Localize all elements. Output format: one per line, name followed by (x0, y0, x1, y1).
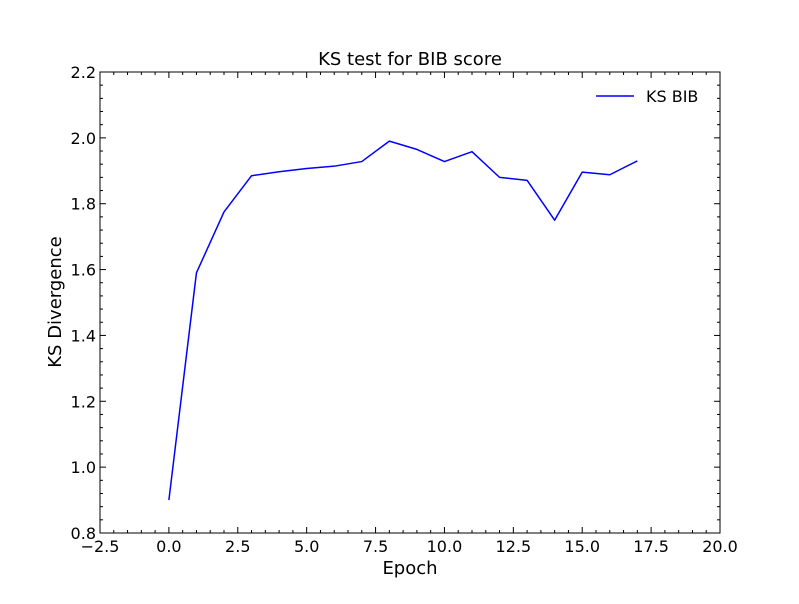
series-line (168, 140, 638, 501)
x-tick-label: 15.0 (564, 537, 600, 556)
x-tick-label: 20.0 (702, 537, 738, 556)
x-tick-label: 2.5 (225, 537, 250, 556)
y-tick-label: 1.6 (71, 261, 96, 280)
x-axis-label: Epoch (382, 558, 437, 579)
series-layer (168, 140, 638, 501)
y-axis-label: KS Divergence (45, 236, 66, 368)
y-tick-label: 1.8 (71, 195, 96, 214)
x-tick-label: 17.5 (633, 537, 669, 556)
y-tick-label: 1.4 (71, 326, 96, 345)
legend-label: KS BIB (646, 87, 698, 106)
x-tick-label: 10.0 (427, 537, 463, 556)
axis-ticks: −2.5 0.0 2.5 5.0 7.5 10.0 12.5 15.0 17.5 20.0 0.8 1… (71, 63, 738, 556)
y-tick-label: 1.2 (71, 392, 96, 411)
x-tick-label: 7.5 (363, 537, 388, 556)
y-tick-label: 0.8 (71, 524, 96, 543)
x-tick-label: 0.0 (156, 537, 181, 556)
y-tick-label: 1.0 (71, 458, 96, 477)
x-tick-label: 12.5 (496, 537, 532, 556)
plot-frame (99, 71, 721, 534)
chart-title: KS test for BIB score (318, 49, 502, 70)
x-tick-label: −2.5 (81, 537, 120, 556)
y-tick-label: 2.2 (71, 63, 96, 82)
y-tick-label: 2.0 (71, 129, 96, 148)
x-tick-label: 5.0 (294, 537, 319, 556)
legend: KS BIB (596, 87, 698, 106)
